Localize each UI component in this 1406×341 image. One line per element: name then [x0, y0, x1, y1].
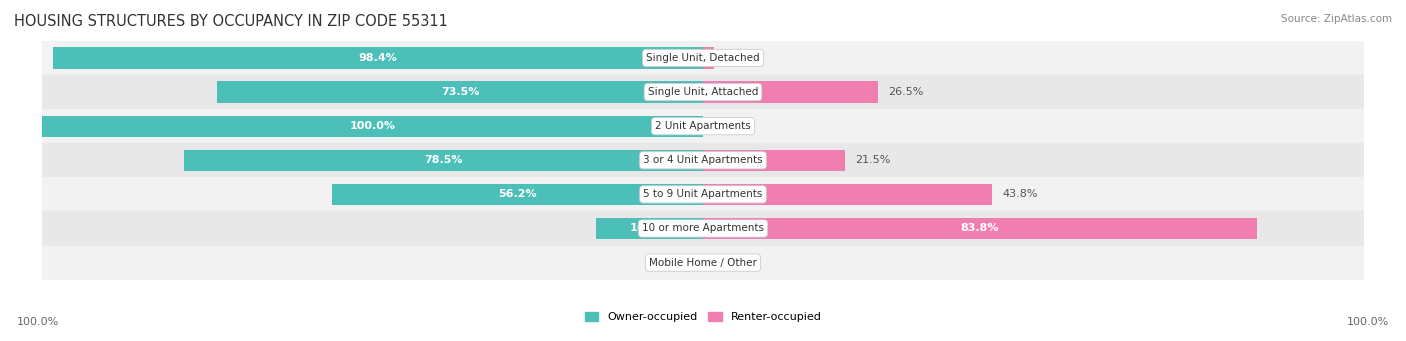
Text: 43.8%: 43.8% — [1002, 189, 1038, 199]
Bar — [42, 41, 1364, 75]
Text: 0.0%: 0.0% — [662, 257, 690, 268]
Bar — [42, 109, 1364, 143]
Text: 3 or 4 Unit Apartments: 3 or 4 Unit Apartments — [643, 155, 763, 165]
Text: 98.4%: 98.4% — [359, 53, 398, 63]
Bar — [42, 246, 1364, 280]
Text: 56.2%: 56.2% — [498, 189, 537, 199]
Text: 0.0%: 0.0% — [716, 257, 744, 268]
Text: HOUSING STRUCTURES BY OCCUPANCY IN ZIP CODE 55311: HOUSING STRUCTURES BY OCCUPANCY IN ZIP C… — [14, 14, 449, 29]
Text: 1.6%: 1.6% — [724, 53, 752, 63]
Bar — [703, 81, 879, 103]
Bar — [218, 81, 703, 103]
Text: 100.0%: 100.0% — [17, 317, 59, 327]
Text: 83.8%: 83.8% — [960, 223, 1000, 234]
Legend: Owner-occupied, Renter-occupied: Owner-occupied, Renter-occupied — [581, 307, 825, 327]
Bar — [42, 211, 1364, 246]
Bar — [703, 47, 714, 69]
Text: 73.5%: 73.5% — [441, 87, 479, 97]
Text: 0.0%: 0.0% — [716, 121, 744, 131]
Text: 78.5%: 78.5% — [425, 155, 463, 165]
Text: Mobile Home / Other: Mobile Home / Other — [650, 257, 756, 268]
Bar — [42, 116, 703, 137]
Text: 100.0%: 100.0% — [1347, 317, 1389, 327]
Bar — [184, 150, 703, 171]
Text: 5 to 9 Unit Apartments: 5 to 9 Unit Apartments — [644, 189, 762, 199]
Bar — [53, 47, 703, 69]
Text: 2 Unit Apartments: 2 Unit Apartments — [655, 121, 751, 131]
Text: Single Unit, Attached: Single Unit, Attached — [648, 87, 758, 97]
Text: Source: ZipAtlas.com: Source: ZipAtlas.com — [1281, 14, 1392, 24]
Bar — [42, 143, 1364, 177]
Bar — [42, 75, 1364, 109]
Bar — [42, 177, 1364, 211]
Text: 26.5%: 26.5% — [889, 87, 924, 97]
Text: 16.2%: 16.2% — [630, 223, 669, 234]
Bar — [703, 184, 993, 205]
Text: Single Unit, Detached: Single Unit, Detached — [647, 53, 759, 63]
Bar — [332, 184, 703, 205]
Bar — [596, 218, 703, 239]
Text: 10 or more Apartments: 10 or more Apartments — [643, 223, 763, 234]
Bar — [703, 218, 1257, 239]
Text: 21.5%: 21.5% — [855, 155, 890, 165]
Text: 100.0%: 100.0% — [350, 121, 395, 131]
Bar — [703, 150, 845, 171]
